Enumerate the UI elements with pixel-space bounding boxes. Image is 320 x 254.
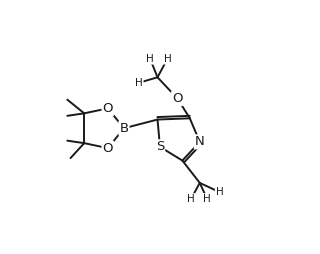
Text: H: H bbox=[146, 54, 154, 64]
Text: H: H bbox=[135, 78, 143, 88]
Text: S: S bbox=[156, 140, 164, 153]
Text: N: N bbox=[195, 135, 204, 148]
Text: H: H bbox=[203, 194, 211, 204]
Text: O: O bbox=[103, 102, 113, 115]
Text: B: B bbox=[119, 122, 129, 135]
Text: H: H bbox=[187, 194, 195, 204]
Text: H: H bbox=[164, 54, 171, 64]
Text: O: O bbox=[103, 142, 113, 155]
Text: H: H bbox=[216, 187, 223, 197]
Text: O: O bbox=[172, 92, 183, 105]
